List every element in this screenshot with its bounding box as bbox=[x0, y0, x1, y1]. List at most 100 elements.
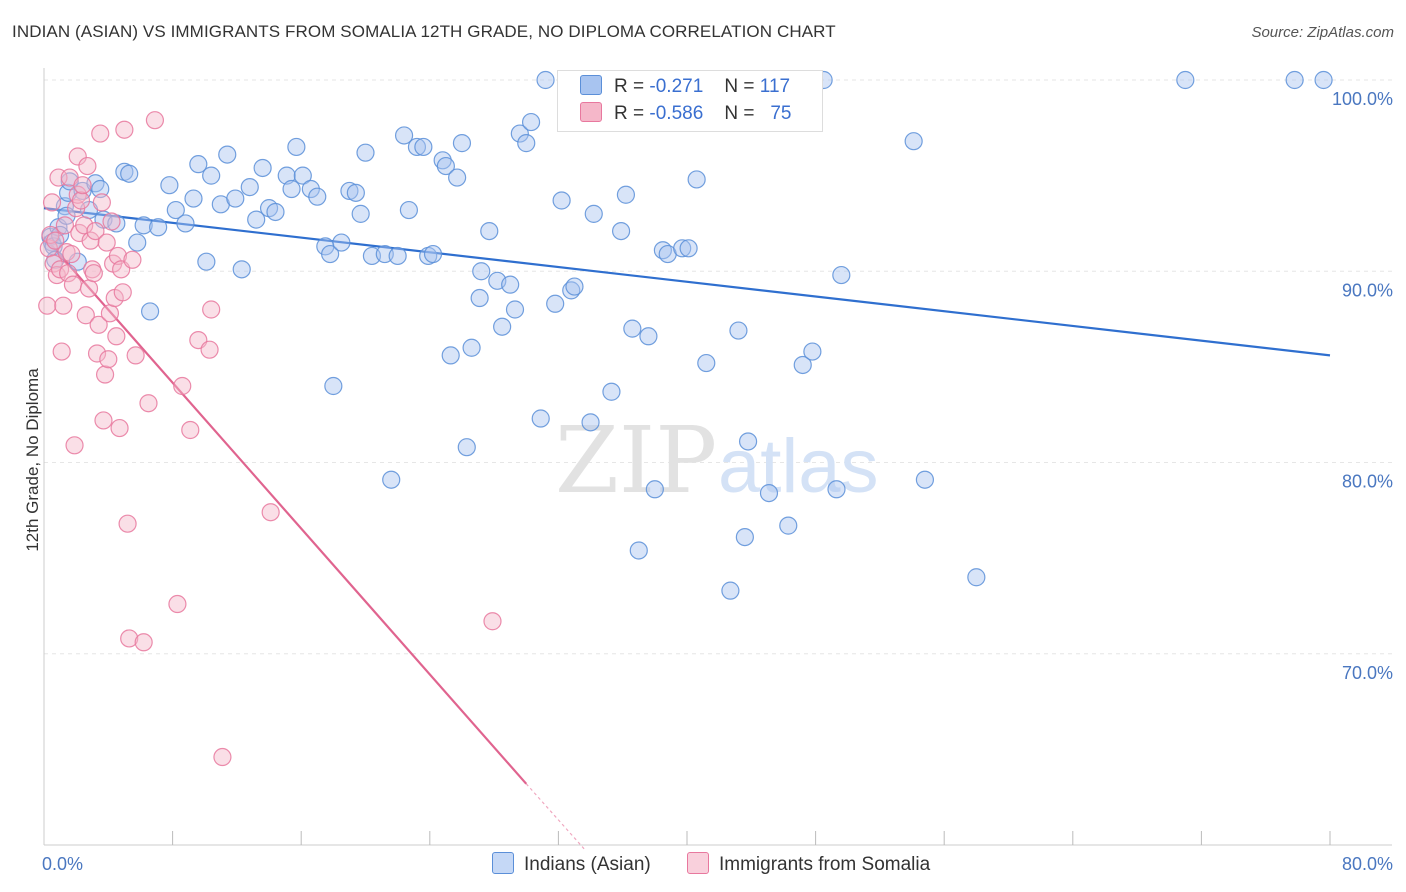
axes bbox=[43, 68, 1392, 846]
somalia-point bbox=[113, 283, 132, 302]
indians-point bbox=[321, 244, 340, 264]
indians-point bbox=[394, 126, 414, 145]
somalia-point bbox=[59, 264, 78, 283]
indians-point bbox=[803, 342, 822, 361]
somalia-point bbox=[202, 300, 221, 319]
indians-point bbox=[448, 168, 467, 187]
somalia-point bbox=[47, 265, 66, 285]
somalia-point bbox=[99, 350, 118, 369]
indians-point bbox=[277, 166, 296, 185]
indians-point bbox=[340, 181, 359, 201]
somalia-point bbox=[62, 244, 81, 264]
indians-point bbox=[166, 200, 185, 220]
indians-point bbox=[436, 156, 455, 176]
somalia-point bbox=[173, 376, 192, 396]
indians-point bbox=[149, 218, 168, 237]
indians-point bbox=[967, 568, 986, 587]
somalia-point bbox=[110, 418, 129, 438]
indians-point bbox=[565, 277, 584, 296]
legend-swatch-blue bbox=[580, 75, 602, 95]
indians-point bbox=[721, 581, 740, 600]
indians-point bbox=[457, 438, 476, 457]
indians-point bbox=[433, 151, 452, 170]
indians-point bbox=[827, 480, 846, 499]
indians-point bbox=[324, 376, 343, 396]
somalia-point bbox=[87, 344, 107, 363]
watermark-atlas: atlas bbox=[718, 424, 879, 509]
somalia-point bbox=[100, 304, 120, 323]
indians-point bbox=[247, 210, 266, 229]
series-name-somalia: Immigrants from Somalia bbox=[719, 854, 931, 875]
series-legend-indians: Indians (Asian) bbox=[492, 852, 651, 876]
legend-row-indians: R = -0.271 N = 117 bbox=[580, 75, 790, 99]
indians-point bbox=[282, 179, 301, 199]
indians-point bbox=[697, 353, 716, 373]
somalia-point bbox=[91, 124, 110, 143]
somalia-point bbox=[139, 394, 158, 413]
somalia-trend-line bbox=[43, 236, 528, 785]
indians-point bbox=[452, 134, 472, 153]
zipatlas-watermark: ZIP atlas bbox=[555, 407, 879, 514]
indians-point bbox=[536, 70, 555, 90]
indians-point bbox=[517, 134, 536, 153]
somalia-point bbox=[261, 503, 280, 522]
somalia-point bbox=[95, 365, 115, 384]
indians-point bbox=[399, 200, 419, 220]
indians-point bbox=[176, 214, 195, 233]
somalia-point bbox=[55, 216, 74, 235]
y-axis-label-group: 12th Grade, No Diploma bbox=[23, 368, 42, 552]
indians-point bbox=[293, 166, 312, 185]
somalia-point bbox=[107, 327, 126, 346]
somalia-point bbox=[97, 233, 116, 252]
indians-point bbox=[266, 202, 285, 222]
indians-point bbox=[287, 137, 306, 157]
indians-point bbox=[501, 275, 520, 294]
somalia-point bbox=[118, 514, 137, 533]
indians-point bbox=[1314, 70, 1333, 90]
indians-point bbox=[414, 137, 433, 157]
y-tick-labels: 70.0% 80.0% 90.0% 100.0% bbox=[1332, 89, 1393, 683]
y-tick-label: 80.0% bbox=[1342, 472, 1393, 492]
legend-n-label: N = bbox=[724, 76, 755, 97]
somalia-point bbox=[76, 306, 95, 325]
indians-point bbox=[602, 382, 621, 401]
indians-point bbox=[480, 221, 499, 241]
somalia-point bbox=[54, 296, 73, 315]
indians-point bbox=[332, 233, 351, 252]
somalia-point bbox=[52, 342, 71, 361]
indians-point bbox=[629, 541, 648, 560]
legend-r-value: -0.271 bbox=[649, 76, 704, 97]
y-tick-label: 100.0% bbox=[1332, 89, 1393, 109]
somalia-point bbox=[63, 275, 83, 294]
indians-point bbox=[581, 413, 600, 432]
x-tick-labels: 0.0% 80.0% bbox=[42, 854, 1393, 874]
somalia-point bbox=[102, 212, 121, 231]
somalia-point bbox=[123, 250, 142, 269]
indians-point bbox=[407, 137, 427, 157]
data-points bbox=[38, 70, 1333, 767]
indians-point bbox=[759, 484, 779, 503]
series-legend: Indians (Asian) Immigrants from Somalia bbox=[0, 852, 1406, 878]
legend-row-somalia: R = -0.586 N = 75 bbox=[580, 102, 791, 126]
somalia-point bbox=[42, 193, 62, 212]
somalia-point bbox=[213, 747, 232, 767]
y-tick-label: 70.0% bbox=[1342, 663, 1393, 683]
indians-point bbox=[346, 183, 365, 202]
indians-point bbox=[160, 176, 179, 195]
indians-point bbox=[462, 338, 481, 357]
indians-point bbox=[388, 246, 407, 266]
series-legend-somalia: Immigrants from Somalia bbox=[687, 852, 930, 876]
somalia-point bbox=[200, 340, 219, 359]
somalia-point bbox=[89, 315, 108, 334]
somalia-point bbox=[38, 296, 57, 315]
indians-point bbox=[1285, 70, 1304, 90]
somalia-point bbox=[41, 225, 60, 245]
indians-point bbox=[232, 260, 251, 279]
indians-point bbox=[738, 432, 758, 451]
indians-point bbox=[521, 112, 541, 132]
trend-lines bbox=[43, 207, 1331, 850]
legend-n-value: 117 bbox=[759, 76, 791, 97]
stats-legend: R = -0.271 N = 117 R = -0.586 N = 75 bbox=[557, 70, 823, 132]
indians-point bbox=[218, 145, 237, 164]
indians-point bbox=[531, 409, 550, 428]
